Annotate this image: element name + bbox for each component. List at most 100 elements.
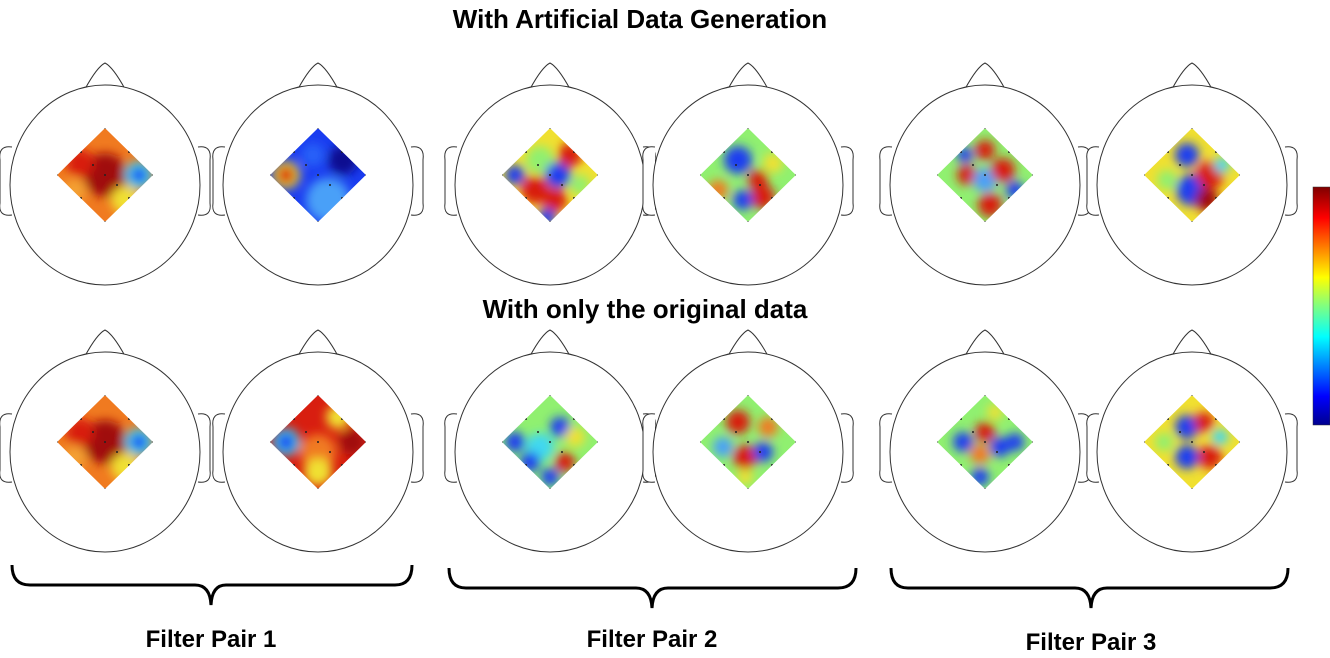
electrode bbox=[1191, 221, 1193, 222]
blob bbox=[763, 153, 783, 173]
electrode bbox=[317, 441, 319, 443]
ear bbox=[840, 413, 854, 483]
blob bbox=[1175, 415, 1199, 439]
electrode bbox=[984, 488, 986, 489]
blob bbox=[565, 427, 585, 447]
pair-label: Filter Pair 3 bbox=[1026, 629, 1157, 656]
electrode bbox=[1191, 395, 1193, 396]
electrode bbox=[1191, 128, 1193, 129]
ear bbox=[1284, 413, 1298, 483]
electrode bbox=[537, 431, 539, 433]
ear bbox=[642, 413, 656, 483]
blob bbox=[975, 140, 995, 160]
ear bbox=[212, 146, 226, 216]
blob bbox=[957, 165, 977, 185]
electrode bbox=[104, 488, 106, 489]
electrode bbox=[759, 184, 761, 186]
electrode bbox=[305, 164, 307, 166]
blob bbox=[975, 422, 995, 442]
head-map bbox=[0, 329, 211, 553]
blob bbox=[737, 469, 753, 485]
ear bbox=[1284, 146, 1298, 216]
blob bbox=[1157, 170, 1177, 190]
electrode bbox=[747, 488, 749, 489]
nose bbox=[84, 329, 126, 357]
blob bbox=[1155, 433, 1173, 451]
head-map bbox=[444, 62, 656, 286]
electrode bbox=[116, 451, 118, 453]
blob bbox=[753, 442, 773, 462]
blob bbox=[131, 167, 147, 183]
head-map bbox=[212, 329, 424, 553]
head-map bbox=[879, 62, 1091, 286]
electrode bbox=[317, 488, 319, 489]
electrode bbox=[996, 451, 998, 453]
blob bbox=[505, 432, 525, 452]
topomap-blobs bbox=[1157, 143, 1230, 212]
electrode bbox=[317, 128, 319, 129]
blob bbox=[1006, 433, 1024, 451]
blob bbox=[550, 417, 570, 437]
electrode bbox=[549, 395, 551, 396]
electrode bbox=[549, 221, 551, 222]
electrode bbox=[1179, 431, 1181, 433]
blob bbox=[277, 166, 295, 184]
electrode bbox=[317, 221, 319, 222]
blob bbox=[1212, 429, 1228, 445]
electrode bbox=[549, 128, 551, 129]
head-map bbox=[1086, 329, 1298, 553]
ear bbox=[197, 146, 211, 216]
nose bbox=[727, 329, 769, 357]
electrode bbox=[104, 174, 106, 176]
electrode bbox=[561, 451, 563, 453]
electrode bbox=[305, 431, 307, 433]
ear bbox=[212, 413, 226, 483]
electrode bbox=[1203, 184, 1205, 186]
electrode bbox=[996, 184, 998, 186]
blob bbox=[304, 458, 332, 486]
blob bbox=[545, 162, 571, 188]
electrode bbox=[104, 221, 106, 222]
ear bbox=[410, 146, 424, 216]
blob bbox=[339, 429, 365, 455]
electrode bbox=[759, 451, 761, 453]
electrode bbox=[104, 441, 106, 443]
electrode bbox=[549, 488, 551, 489]
row-title: With Artificial Data Generation bbox=[453, 4, 827, 34]
electrode bbox=[747, 174, 749, 176]
blob bbox=[277, 433, 295, 451]
electrode bbox=[735, 164, 737, 166]
electrode bbox=[329, 451, 331, 453]
electrode bbox=[984, 395, 986, 396]
blob bbox=[555, 452, 575, 472]
blob bbox=[724, 146, 752, 174]
head-map bbox=[879, 329, 1091, 553]
nose bbox=[297, 62, 339, 90]
blob bbox=[733, 445, 757, 469]
ear bbox=[1086, 413, 1100, 483]
electrode bbox=[1191, 441, 1193, 443]
topomap bbox=[937, 395, 1033, 489]
nose bbox=[529, 329, 571, 357]
blob bbox=[973, 168, 997, 192]
nose bbox=[529, 62, 571, 90]
blob bbox=[301, 143, 325, 167]
topomap-blobs bbox=[957, 140, 1024, 217]
blob bbox=[521, 176, 549, 204]
electrode bbox=[1203, 451, 1205, 453]
electrode bbox=[537, 164, 539, 166]
electrode bbox=[104, 395, 106, 396]
topomap bbox=[502, 128, 598, 222]
ear bbox=[1086, 146, 1100, 216]
electrode bbox=[972, 164, 974, 166]
colorbar bbox=[1312, 186, 1330, 426]
brackets bbox=[10, 564, 1290, 609]
electrode bbox=[1191, 174, 1193, 176]
head-map bbox=[1086, 62, 1298, 286]
ear bbox=[642, 146, 656, 216]
blob bbox=[1175, 143, 1199, 167]
head-map bbox=[642, 62, 854, 286]
topomap bbox=[1144, 128, 1240, 222]
ear bbox=[879, 413, 893, 483]
